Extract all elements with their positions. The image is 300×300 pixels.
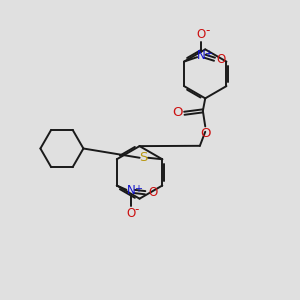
Text: N: N	[197, 49, 206, 62]
Text: -: -	[135, 203, 139, 217]
Text: +: +	[134, 184, 142, 194]
Text: N: N	[127, 184, 135, 197]
Text: -: -	[205, 24, 209, 37]
Text: O: O	[126, 207, 136, 220]
Text: O: O	[148, 186, 157, 199]
Text: +: +	[204, 49, 212, 59]
Text: O: O	[172, 106, 183, 119]
Text: O: O	[197, 28, 206, 41]
Text: S: S	[140, 151, 148, 164]
Text: O: O	[201, 127, 211, 140]
Text: O: O	[217, 53, 226, 66]
